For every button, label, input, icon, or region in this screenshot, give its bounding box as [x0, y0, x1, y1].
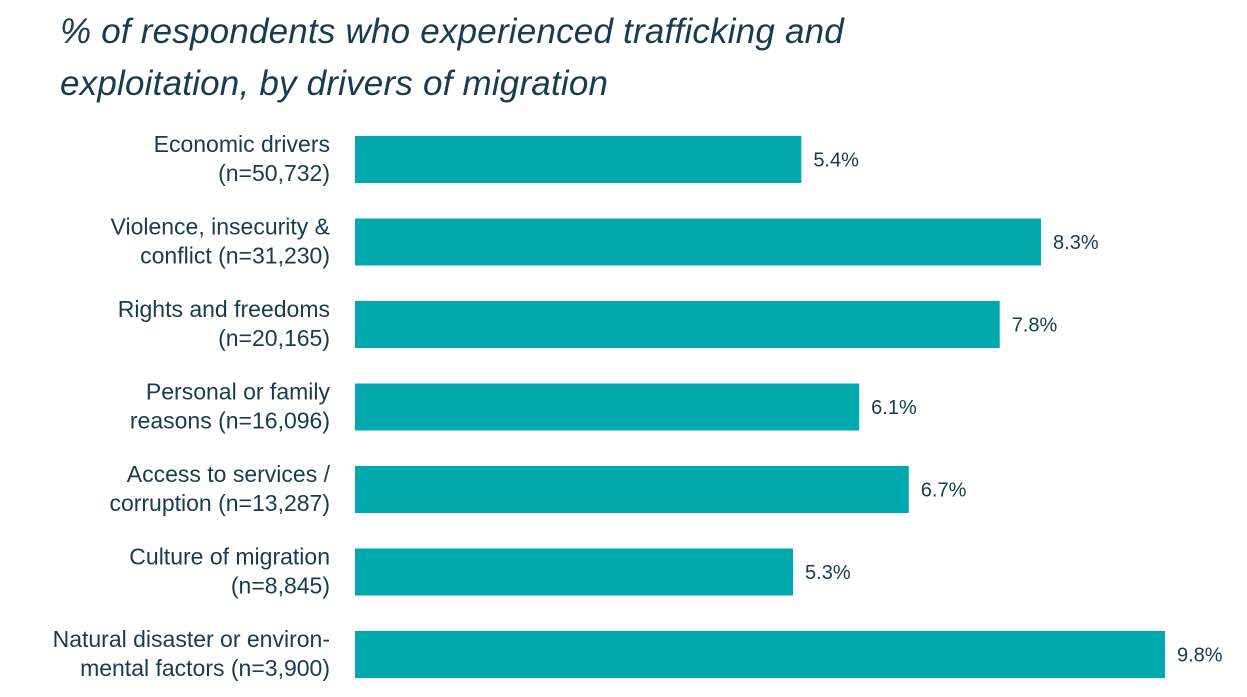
bar-1 — [355, 136, 802, 183]
bar-2 — [355, 218, 1042, 266]
category-label-6-line-1: Culture of migration — [129, 544, 330, 570]
category-label-7: Natural disaster or environ-mental facto… — [53, 626, 330, 681]
value-label-3: 7.8% — [1012, 315, 1058, 337]
category-label-6-line-2: (n=8,845) — [231, 573, 330, 599]
category-label-1-line-2: (n=50,732) — [218, 160, 330, 186]
value-label-7: 9.8% — [1177, 645, 1223, 667]
category-label-5-line-1: Access to services / — [127, 461, 331, 487]
category-label-6: Culture of migration (n=8,845) — [129, 544, 330, 599]
value-label-5: 6.7% — [921, 480, 967, 502]
category-label-1: Economic drivers (n=50,732) — [154, 131, 330, 186]
value-label-6: 5.3% — [805, 562, 851, 584]
category-label-3-line-2: (n=20,165) — [218, 325, 330, 351]
category-label-3-line-1: Rights and freedoms — [118, 296, 330, 322]
value-label-4: 6.1% — [871, 397, 917, 419]
bar-5 — [355, 466, 909, 513]
category-label-7-line-2: mental factors (n=3,900) — [80, 655, 330, 681]
value-label-2: 8.3% — [1053, 232, 1099, 254]
chart-title-line-1: % of respondents who experienced traffic… — [60, 12, 844, 51]
category-label-4-line-2: reasons (n=16,096) — [130, 408, 330, 434]
bar-4 — [355, 383, 860, 431]
bar-3 — [355, 301, 1000, 348]
category-label-2-line-1: Violence, insecurity & — [111, 214, 330, 240]
category-label-2-line-2: conflict (n=31,230) — [140, 243, 330, 269]
category-label-1-line-1: Economic drivers — [154, 131, 330, 157]
value-label-1: 5.4% — [813, 150, 859, 172]
bar-7 — [355, 631, 1165, 678]
bar-6 — [355, 548, 794, 596]
category-label-3: Rights and freedoms (n=20,165) — [118, 296, 330, 351]
category-label-5-line-2: corruption (n=13,287) — [109, 490, 330, 516]
chart-title: % of respondents who experienced traffic… — [60, 6, 1060, 110]
category-label-2: Violence, insecurity & conflict (n=31,230… — [111, 214, 330, 269]
category-label-5: Access to services / corruption (n=13,287… — [109, 461, 330, 516]
category-label-7-line-1: Natural disaster or environ- — [53, 626, 330, 652]
chart-title-line-2: exploitation, by drivers of migration — [60, 64, 609, 103]
category-label-4-line-1: Personal or family — [146, 379, 331, 405]
category-label-4: Personal or family reasons (n=16,096) — [130, 379, 331, 434]
